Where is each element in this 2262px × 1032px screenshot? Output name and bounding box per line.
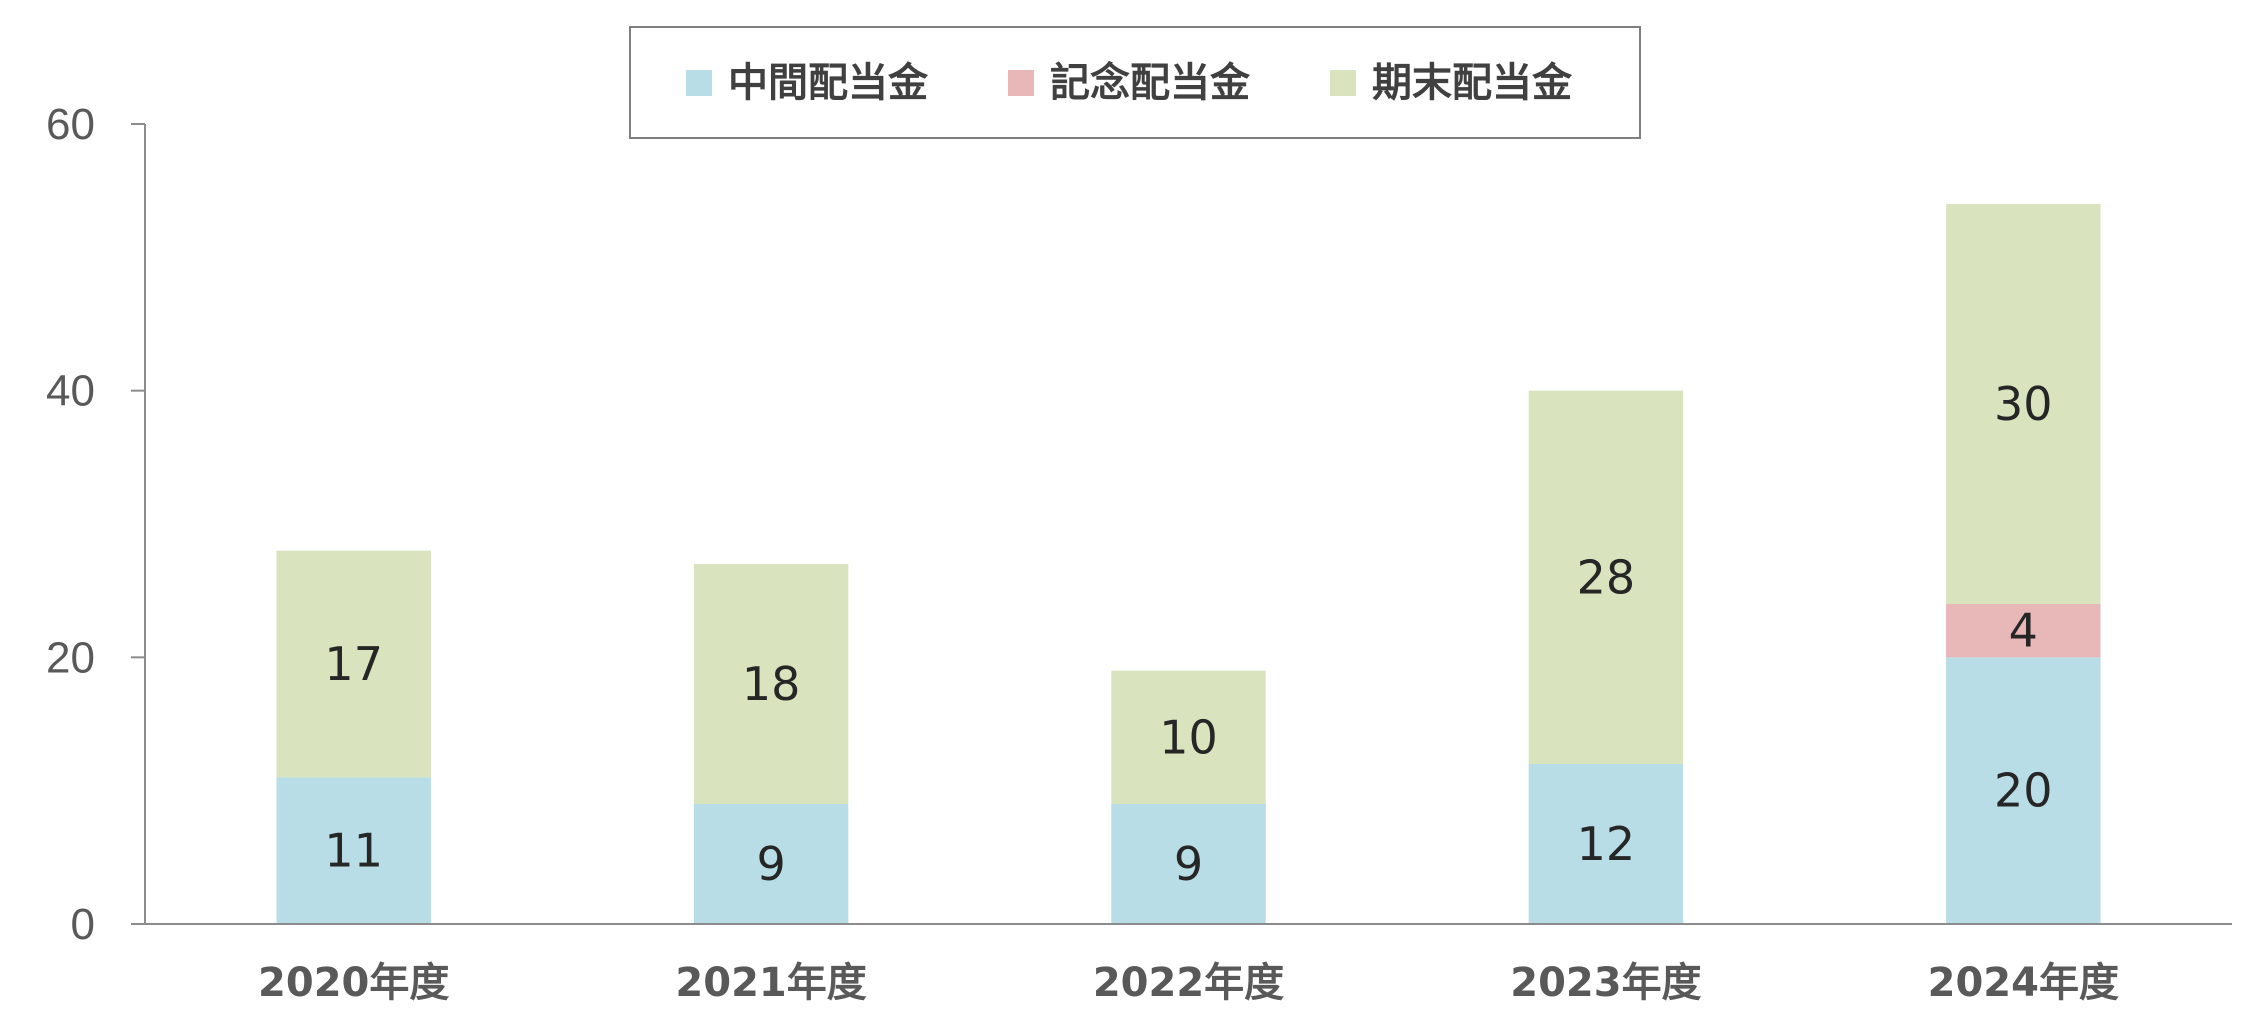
legend-label: 中間配当金 xyxy=(728,60,929,106)
legend-label: 期末配当金 xyxy=(1372,60,1573,106)
bars: 11 17 9 18 9 10 12 28 20 4 30 xyxy=(276,204,2101,924)
y-axis: 0 20 40 60 xyxy=(46,100,146,949)
legend-label: 記念配当金 xyxy=(1050,60,1251,106)
data-label: 9 xyxy=(1174,837,1203,891)
y-tick-label: 20 xyxy=(46,633,95,682)
bar-segment xyxy=(1111,670,1266,804)
x-category-label: 2021年度 xyxy=(675,960,866,1006)
data-label: 4 xyxy=(2009,604,2038,658)
bar-segment xyxy=(1528,764,1684,924)
legend: 中間配当金 記念配当金 期末配当金 xyxy=(629,26,1641,139)
x-axis: 2020年度 2021年度 2022年度 2023年度 2024年度 xyxy=(145,923,2232,1006)
bar-segment xyxy=(1111,804,1266,924)
bar-segment xyxy=(276,777,431,924)
data-label: 28 xyxy=(1577,550,1636,604)
bar-segment xyxy=(1946,204,2101,604)
data-label: 30 xyxy=(1994,377,2053,431)
legend-swatch xyxy=(686,70,712,96)
legend-swatch xyxy=(1330,70,1356,96)
data-label: 11 xyxy=(324,824,383,878)
data-label: 18 xyxy=(742,657,801,711)
x-category-label: 2023年度 xyxy=(1510,960,1701,1006)
y-tick-label: 0 xyxy=(71,900,95,949)
bar-segment xyxy=(693,804,849,924)
data-label: 17 xyxy=(324,637,383,691)
bar-segment xyxy=(1946,657,2101,924)
bar-segment xyxy=(1528,390,1684,764)
x-category-label: 2024年度 xyxy=(1928,960,2119,1006)
y-tick-label: 60 xyxy=(46,100,95,149)
legend-swatch xyxy=(1008,70,1034,96)
data-label: 9 xyxy=(756,837,785,891)
x-category-label: 2022年度 xyxy=(1093,960,1284,1006)
x-category-label: 2020年度 xyxy=(258,960,449,1006)
y-tick-label: 40 xyxy=(46,367,95,416)
bar-segment xyxy=(1946,604,2101,658)
data-label: 12 xyxy=(1577,817,1636,871)
data-label: 10 xyxy=(1159,710,1218,764)
legend-box xyxy=(629,26,1641,139)
bar-segment xyxy=(276,550,431,778)
data-label: 20 xyxy=(1994,764,2053,818)
bar-segment xyxy=(693,564,849,804)
